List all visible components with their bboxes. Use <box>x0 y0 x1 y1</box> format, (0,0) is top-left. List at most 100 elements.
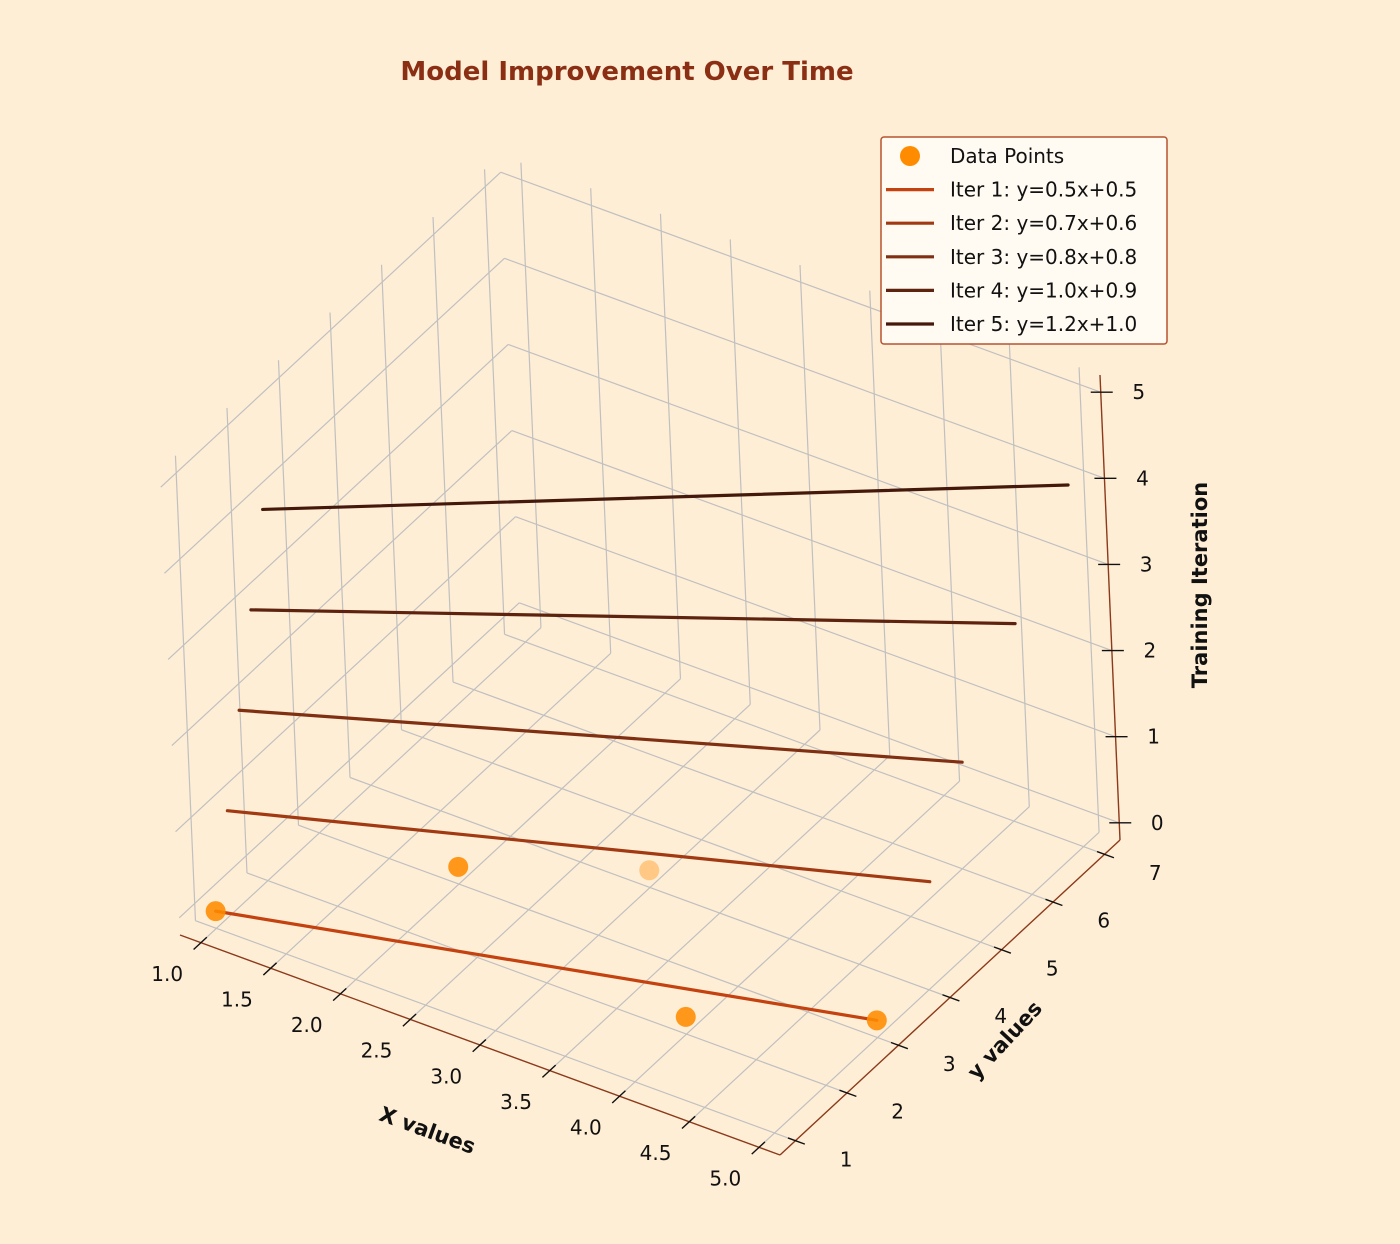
x-tick-label: 2.0 <box>291 1013 323 1037</box>
x-tick <box>332 987 347 1002</box>
grid-line-y-side <box>329 312 351 778</box>
grid-line-x-back <box>799 264 821 731</box>
grid-line-z-back <box>519 602 1120 824</box>
z-axis-label: Training Iteration <box>1188 482 1212 688</box>
grid-line-y-side <box>483 169 506 635</box>
grid-line-y-floor <box>401 729 1002 951</box>
y-tick <box>1045 898 1063 907</box>
legend: Data Points Iter 1: y=0.5x+0.5 Iter 2: y=0… <box>880 136 1168 345</box>
chart-title: Model Improvement Over Time <box>400 57 853 87</box>
y-tick <box>890 1041 909 1050</box>
z-tick-label: 5 <box>1132 380 1145 404</box>
grid-line-z-back <box>504 257 1105 479</box>
grid-line-y-floor <box>349 776 951 999</box>
x-tick-label: 3.5 <box>500 1090 532 1114</box>
grid-line-x-back <box>729 239 751 705</box>
grid-line-z-side <box>167 344 509 660</box>
data-point <box>639 860 660 881</box>
z-tick-label: 3 <box>1140 552 1153 576</box>
y-tick <box>942 994 960 1002</box>
y-tick <box>1096 850 1115 859</box>
x-tick <box>751 1141 766 1155</box>
z-axis-line <box>1099 374 1121 841</box>
series-line-iter-5 <box>261 483 1070 512</box>
grid-line-y-side <box>226 407 248 873</box>
y-tick <box>787 1137 806 1145</box>
data-point <box>675 1006 696 1027</box>
grid-line-z-side <box>160 171 502 488</box>
series-line-iter-1 <box>214 909 879 1022</box>
x-tick-label: 5.0 <box>709 1167 741 1191</box>
series-layer <box>214 483 1070 1022</box>
x-tick <box>472 1039 487 1053</box>
grid-line-z-side <box>175 516 516 833</box>
data-point <box>866 1010 887 1031</box>
x-tick-label: 4.5 <box>640 1141 672 1165</box>
grid-line-x-back <box>869 290 891 756</box>
y-tick-label: 3 <box>943 1052 956 1076</box>
x-tick <box>611 1090 626 1104</box>
grid-line-y-floor <box>298 824 899 1046</box>
y-tick <box>993 946 1012 954</box>
grid-line-z-back <box>511 429 1113 652</box>
grid-line-x-back <box>520 162 542 628</box>
grid-line-y-floor <box>246 872 848 1094</box>
legend-label-iter-4: Iter 4: y=1.0x+0.9 <box>950 278 1137 302</box>
y-tick-label: 7 <box>1149 861 1162 885</box>
legend-label-iter-2: Iter 2: y=0.7x+0.6 <box>950 211 1137 235</box>
y-tick-label: 2 <box>891 1100 904 1124</box>
x-tick-label: 3.0 <box>430 1064 462 1088</box>
labels-layer: 1.0 1.5 2.0 2.5 3.0 3.5 4.0 4.5 5.0 1 2 3 4 5 6 7 0 1 2 3 4 5… <box>151 380 1212 1190</box>
x-tick <box>193 936 208 950</box>
grid-line-y-floor <box>452 681 1054 903</box>
z-tick-label: 4 <box>1136 466 1149 490</box>
x-axis-label: X values <box>376 1102 478 1159</box>
grid-line-z-side <box>164 257 505 574</box>
data-point <box>448 856 469 877</box>
series-line-iter-4 <box>249 608 1017 626</box>
grid-line-x-back <box>1008 341 1030 807</box>
grid-line-y-side <box>380 264 403 730</box>
grid-line-y-floor <box>504 633 1105 855</box>
legend-label-iter-1: Iter 1: y=0.5x+0.5 <box>950 178 1137 202</box>
x-tick-label: 4.0 <box>570 1115 602 1139</box>
grid-line-z-side <box>171 430 513 746</box>
grid-line-x-back <box>1078 367 1100 833</box>
grid-line-y-floor <box>195 920 796 1142</box>
series-line-iter-2 <box>225 809 932 884</box>
z-tick-label: 2 <box>1143 639 1156 663</box>
axes-layer <box>179 374 1132 1156</box>
y-tick-label: 6 <box>1097 909 1110 933</box>
grid-line-x-back <box>659 213 682 679</box>
grid-line-x-back <box>590 188 612 654</box>
legend-label-points: Data Points <box>950 144 1064 168</box>
data-point <box>205 901 226 922</box>
x-tick <box>681 1115 696 1130</box>
y-tick-label: 5 <box>1046 956 1059 980</box>
z-tick-label: 0 <box>1151 811 1164 835</box>
legend-marker-points <box>900 146 920 166</box>
y-tick-label: 1 <box>840 1147 853 1171</box>
series-line-iter-3 <box>237 708 964 764</box>
grid-line-x-back <box>938 316 961 782</box>
x-tick-label: 2.5 <box>361 1039 393 1063</box>
grid-line-z-back <box>500 171 1101 393</box>
y-tick <box>839 1089 857 1098</box>
y-tick-label: 4 <box>994 1004 1007 1028</box>
grid-line-z-side <box>178 602 520 919</box>
legend-label-iter-3: Iter 3: y=0.8x+0.8 <box>950 245 1137 269</box>
x-tick <box>541 1064 557 1078</box>
grid-line-y-side <box>432 217 454 683</box>
grid-line-z-back <box>515 516 1116 738</box>
x-tick-label: 1.0 <box>151 962 183 986</box>
grid-line-y-side <box>277 360 300 826</box>
grid-line-y-side <box>174 455 197 921</box>
x-tick <box>262 962 278 976</box>
points-layer <box>205 856 887 1031</box>
legend-label-iter-5: Iter 5: y=1.2x+1.0 <box>950 312 1137 336</box>
x-tick <box>402 1013 417 1027</box>
z-tick-label: 1 <box>1147 725 1160 749</box>
x-tick-label: 1.5 <box>221 988 253 1012</box>
